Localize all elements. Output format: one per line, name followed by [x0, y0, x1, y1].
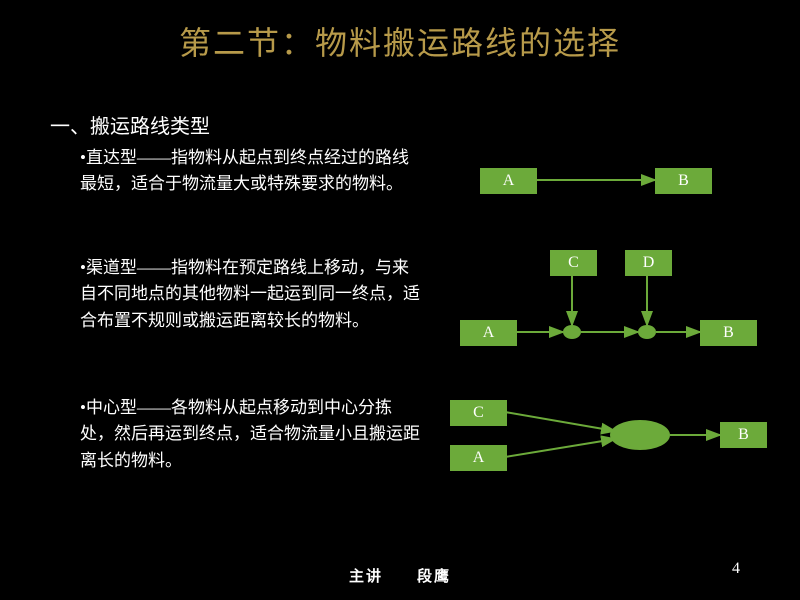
bullet-text: 中心型——各物料从起点移动到中心分拣处，然后再运到终点，适合物流量小且搬运距离长…: [80, 398, 420, 470]
diagram-node-B: B: [700, 320, 757, 346]
diagram-node-A: A: [480, 168, 537, 194]
diagram-junction: [638, 325, 656, 339]
diagram-node-C: C: [450, 400, 507, 426]
diagram-junction: [563, 325, 581, 339]
diagram-junction: [610, 420, 670, 450]
diagram-node-A: A: [460, 320, 517, 346]
diagram-direct: AB: [460, 150, 760, 210]
bullet-channel: •渠道型——指物料在预定路线上移动，与来自不同地点的其他物料一起运到同一终点，适…: [80, 255, 420, 334]
diagram-node-A: A: [450, 445, 507, 471]
diagram-node-B: B: [720, 422, 767, 448]
diagram-node-C: C: [550, 250, 597, 276]
section-heading: 一、搬运路线类型: [50, 110, 210, 139]
diagram-node-B: B: [655, 168, 712, 194]
diagram-hub: CA B: [440, 395, 780, 485]
bullet-hub: •中心型——各物料从起点移动到中心分拣处，然后再运到终点，适合物流量小且搬运距离…: [80, 395, 420, 474]
diagram-node-D: D: [625, 250, 672, 276]
footer-lecturer: 主讲 段鹰: [0, 565, 800, 586]
bullet-direct: •直达型——指物料从起点到终点经过的路线最短，适合于物流量大或特殊要求的物料。: [80, 145, 420, 198]
page-title: 第二节：物料搬运路线的选择: [0, 0, 800, 64]
page-number: 4: [732, 560, 740, 578]
bullet-text: 直达型——指物料从起点到终点经过的路线最短，适合于物流量大或特殊要求的物料。: [80, 148, 409, 193]
bullet-text: 渠道型——指物料在预定路线上移动，与来自不同地点的其他物料一起运到同一终点，适合…: [80, 258, 420, 330]
diagram-channel: C D A B: [440, 250, 770, 370]
